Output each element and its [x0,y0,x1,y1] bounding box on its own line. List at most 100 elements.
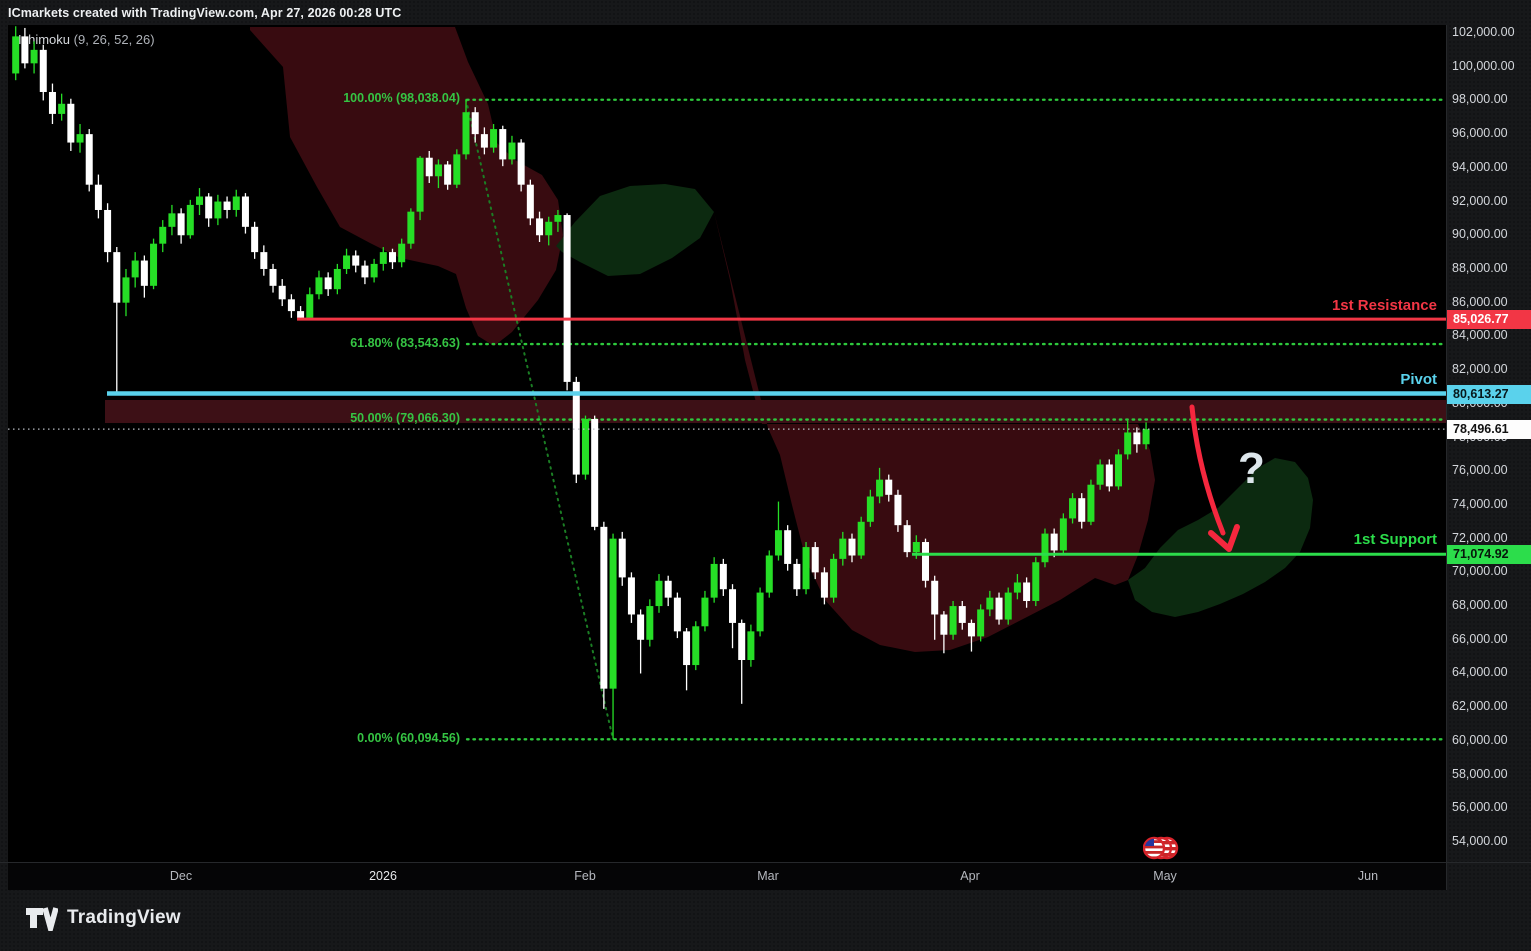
candle-body [21,36,29,64]
time-axis[interactable] [8,862,1446,890]
candle-body [811,547,819,573]
projection-arrow-head[interactable] [1208,524,1240,552]
candle-body [508,142,516,160]
candle-body [1041,533,1049,563]
indicator-name[interactable]: Ichimoku [18,32,71,47]
candle-body [223,201,231,210]
candle-body [398,243,406,263]
candle-body [490,129,498,148]
candle-body [343,255,351,269]
candle-body [480,134,488,148]
fib-trend-line[interactable] [465,98,615,741]
candle-body [205,196,213,219]
candle-body [159,226,167,244]
candle-body [683,631,691,666]
candle-body [866,496,874,522]
last-price-badge: 78,496.61 [1447,420,1531,439]
candle-body [536,218,544,236]
candle-body [517,142,525,185]
price-tick-label: 68,000.00 [1452,598,1508,613]
pivot-price-badge: 80,613.27 [1447,385,1531,404]
candle-body [839,538,847,559]
candle-body [563,215,571,382]
axis-separator-horizontal [0,862,1531,863]
axis-separator-vertical [1446,25,1447,890]
ichimoku-flat-band [105,400,1446,423]
candle-body [58,103,66,114]
ichimoku-cloud-bear [250,27,563,346]
candle-body [545,221,553,236]
price-tick-label: 62,000.00 [1452,699,1508,714]
tradingview-logo[interactable]: TradingView [24,905,181,931]
candle-body [1013,582,1021,593]
candle-body [1096,464,1104,485]
attribution-text[interactable]: ICmarkets created with TradingView.com, … [8,6,402,20]
candle-body [232,196,240,210]
price-tick-label: 64,000.00 [1452,665,1508,680]
candle-body [39,49,47,92]
candle-body [278,285,286,300]
candle-body [756,592,764,632]
indicator-legend[interactable]: Ichimoku (9, 26, 52, 26) [18,32,155,47]
candle-body [1059,518,1067,551]
price-tick-label: 54,000.00 [1452,834,1508,849]
time-tick-label: Feb [574,869,596,883]
candle-body [646,606,654,640]
candle-body [379,252,387,264]
candle-body [848,538,856,556]
candle-body [453,154,461,185]
candle-body [857,521,865,556]
candle-body [765,555,773,593]
candle-body [104,209,112,253]
candle-body [67,103,75,143]
price-tick-label: 88,000.00 [1452,260,1508,275]
projection-arrow[interactable] [1189,404,1226,536]
tradingview-logo-icon [26,907,58,931]
us-flag-event-icon[interactable] [1143,834,1179,862]
candle-body [168,213,176,227]
price-tick-label: 92,000.00 [1452,193,1508,208]
candle-body [315,277,323,295]
candle-body [388,252,396,263]
candle-body [802,547,810,590]
candle-body [958,606,966,623]
time-tick-label: Dec [169,869,193,883]
candle-body [774,530,782,556]
candle-body [1078,498,1086,522]
candle-body [664,580,672,598]
candle-body [1023,582,1031,602]
candle-body [692,626,700,666]
candle-body [591,418,599,527]
candle-body [352,255,360,266]
candle-body [922,542,930,581]
time-tick-label: Jun [1357,869,1379,883]
candle-body [931,580,939,615]
time-tick-label: Apr [960,869,980,883]
candle-body [122,277,130,303]
resistance-price-badge: 85,026.77 [1447,310,1531,329]
candle-body [701,597,709,627]
candle-body [94,184,102,210]
candle-body [719,563,727,590]
candle-body [986,597,994,610]
candle-body [554,215,562,222]
candle-body [949,606,957,635]
candle-body [370,263,378,278]
candle-body [444,164,452,185]
price-tick-label: 60,000.00 [1452,732,1508,747]
candle-body [903,525,911,553]
candle-body [967,622,975,637]
candle-body [297,311,305,318]
candle-body [581,418,589,475]
price-tick-label: 74,000.00 [1452,496,1508,511]
price-tick-label: 102,000.00 [1452,25,1515,39]
candle-body [269,268,277,286]
candle-body [912,542,920,553]
candle-body [324,277,332,290]
candle-body [85,134,93,185]
candle-body [425,157,433,177]
candle-body [287,299,295,312]
candle-body [1115,454,1122,487]
candle-body [1069,498,1077,519]
